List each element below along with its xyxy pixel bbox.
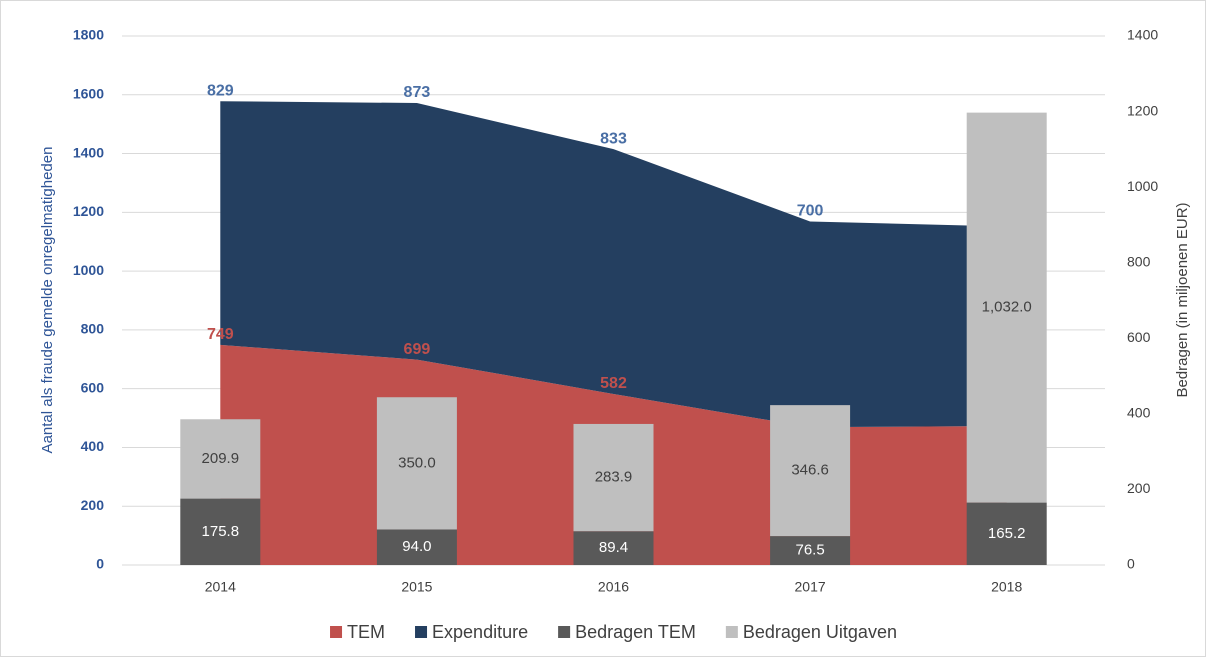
bar bbox=[180, 498, 261, 565]
y-axis-label: Aantal als fraude gemelde onregelmatighe… bbox=[39, 147, 56, 454]
y-tick-label: 1200 bbox=[73, 203, 104, 219]
y-tick-label: 400 bbox=[81, 438, 105, 454]
legend-label: TEM bbox=[347, 622, 385, 642]
bar-value-label: 283.9 bbox=[595, 469, 633, 486]
x-tick-label: 2017 bbox=[795, 579, 826, 595]
area-value-label: 699 bbox=[404, 341, 431, 358]
y2-tick-label: 200 bbox=[1127, 480, 1151, 496]
y2-tick-label: 800 bbox=[1127, 253, 1151, 269]
y-tick-label: 200 bbox=[81, 497, 105, 513]
bar bbox=[573, 531, 654, 565]
legend-label: Bedragen Uitgaven bbox=[743, 622, 897, 642]
y-tick-label: 1000 bbox=[73, 262, 104, 278]
y-tick-label: 0 bbox=[96, 556, 104, 572]
bar-value-label: 1,032.0 bbox=[982, 299, 1032, 316]
y-tick-label: 1800 bbox=[73, 27, 104, 43]
bar bbox=[770, 405, 851, 537]
y-tick-label: 600 bbox=[81, 379, 105, 395]
bar bbox=[770, 536, 851, 565]
area-value-label: 873 bbox=[404, 84, 431, 101]
bar bbox=[376, 397, 457, 530]
bar-value-label: 350.0 bbox=[398, 454, 436, 471]
bar-value-label: 165.2 bbox=[988, 525, 1026, 542]
bar bbox=[376, 529, 457, 565]
x-tick-label: 2016 bbox=[598, 579, 629, 595]
y2-tick-label: 1200 bbox=[1127, 102, 1158, 118]
y2-tick-label: 600 bbox=[1127, 329, 1151, 345]
bar bbox=[966, 502, 1047, 565]
x-tick-label: 2015 bbox=[401, 579, 432, 595]
y2-axis-label: Bedragen (in miljoenen EUR) bbox=[1174, 202, 1191, 397]
area-value-label: 749 bbox=[207, 326, 234, 343]
y2-tick-label: 400 bbox=[1127, 405, 1151, 421]
legend-swatch bbox=[725, 626, 738, 638]
legend-label: Bedragen TEM bbox=[575, 622, 696, 642]
bar-value-label: 76.5 bbox=[795, 542, 824, 559]
legend-swatch bbox=[330, 626, 343, 638]
legend-swatch bbox=[558, 626, 571, 638]
bar bbox=[966, 112, 1047, 503]
legend: TEM Expenditure Bedragen TEM Bedragen Uitga… bbox=[330, 622, 897, 642]
bar-value-label: 175.8 bbox=[202, 523, 240, 540]
area-value-label: 829 bbox=[207, 82, 234, 99]
y2-tick-label: 1400 bbox=[1127, 27, 1158, 43]
area-value-label: 582 bbox=[600, 375, 627, 392]
x-tick-label: 2014 bbox=[205, 579, 236, 595]
y2-tick-label: 1000 bbox=[1127, 178, 1158, 194]
x-tick-label: 2018 bbox=[991, 579, 1022, 595]
bar bbox=[573, 423, 654, 532]
y2-tick-label: 0 bbox=[1127, 556, 1135, 572]
legend-swatch bbox=[415, 626, 428, 638]
legend-label: Expenditure bbox=[432, 622, 528, 642]
bar bbox=[180, 419, 261, 499]
bar-value-label: 94.0 bbox=[402, 538, 431, 555]
bar-value-label: 346.6 bbox=[791, 462, 829, 479]
area bbox=[220, 101, 1007, 428]
area-value-label: 833 bbox=[600, 130, 627, 147]
y-tick-label: 800 bbox=[81, 321, 105, 337]
y-tick-label: 1400 bbox=[73, 144, 104, 160]
bar-value-label: 209.9 bbox=[202, 450, 240, 467]
y-tick-label: 1600 bbox=[73, 85, 104, 101]
bar-value-label: 89.4 bbox=[599, 539, 628, 556]
area-value-label: 700 bbox=[797, 203, 824, 220]
